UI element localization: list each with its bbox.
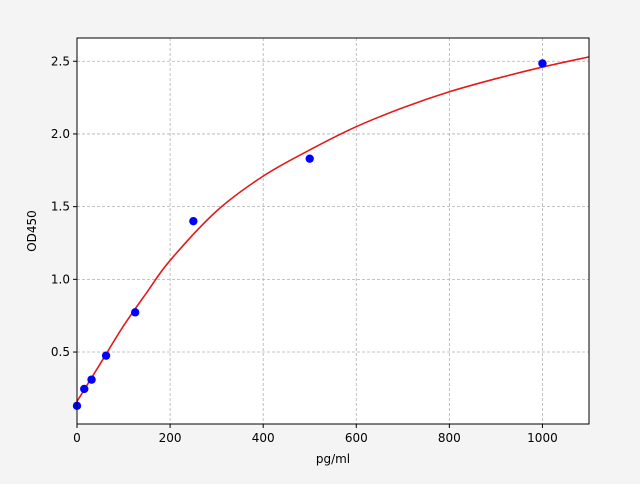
y-tick-label: 1.5 [51,200,70,214]
data-point [87,375,96,384]
data-point [130,308,140,317]
x-axis-label: pg/ml [316,452,350,466]
y-axis: 0.5 1.0 1.5 2.0 2.5 [51,54,77,359]
plot-frame [76,37,590,425]
x-tick-label: 1000 [527,431,558,445]
data-point [101,351,111,360]
data-point [189,216,198,226]
fit-curve-layer [76,56,590,402]
data-point [80,384,89,394]
x-tick-label: 600 [345,431,368,445]
y-tick-label: 2.0 [51,127,70,141]
y-tick-label: 1.0 [51,272,70,286]
fit-curve [76,56,590,402]
y-tick-label: 0.5 [51,345,70,359]
y-tick-label: 2.5 [51,54,70,68]
data-point [538,59,547,68]
x-tick-label: 400 [252,431,275,445]
x-tick-label: 0 [73,431,81,445]
data-point [305,154,314,163]
x-tick-label: 200 [159,431,182,445]
points-layer [72,59,547,411]
x-axis: 0 200 400 600 800 1000 [73,424,558,445]
y-axis-label: OD450 [25,210,39,252]
plot-area [77,38,589,424]
x-tick-label: 800 [438,431,461,445]
